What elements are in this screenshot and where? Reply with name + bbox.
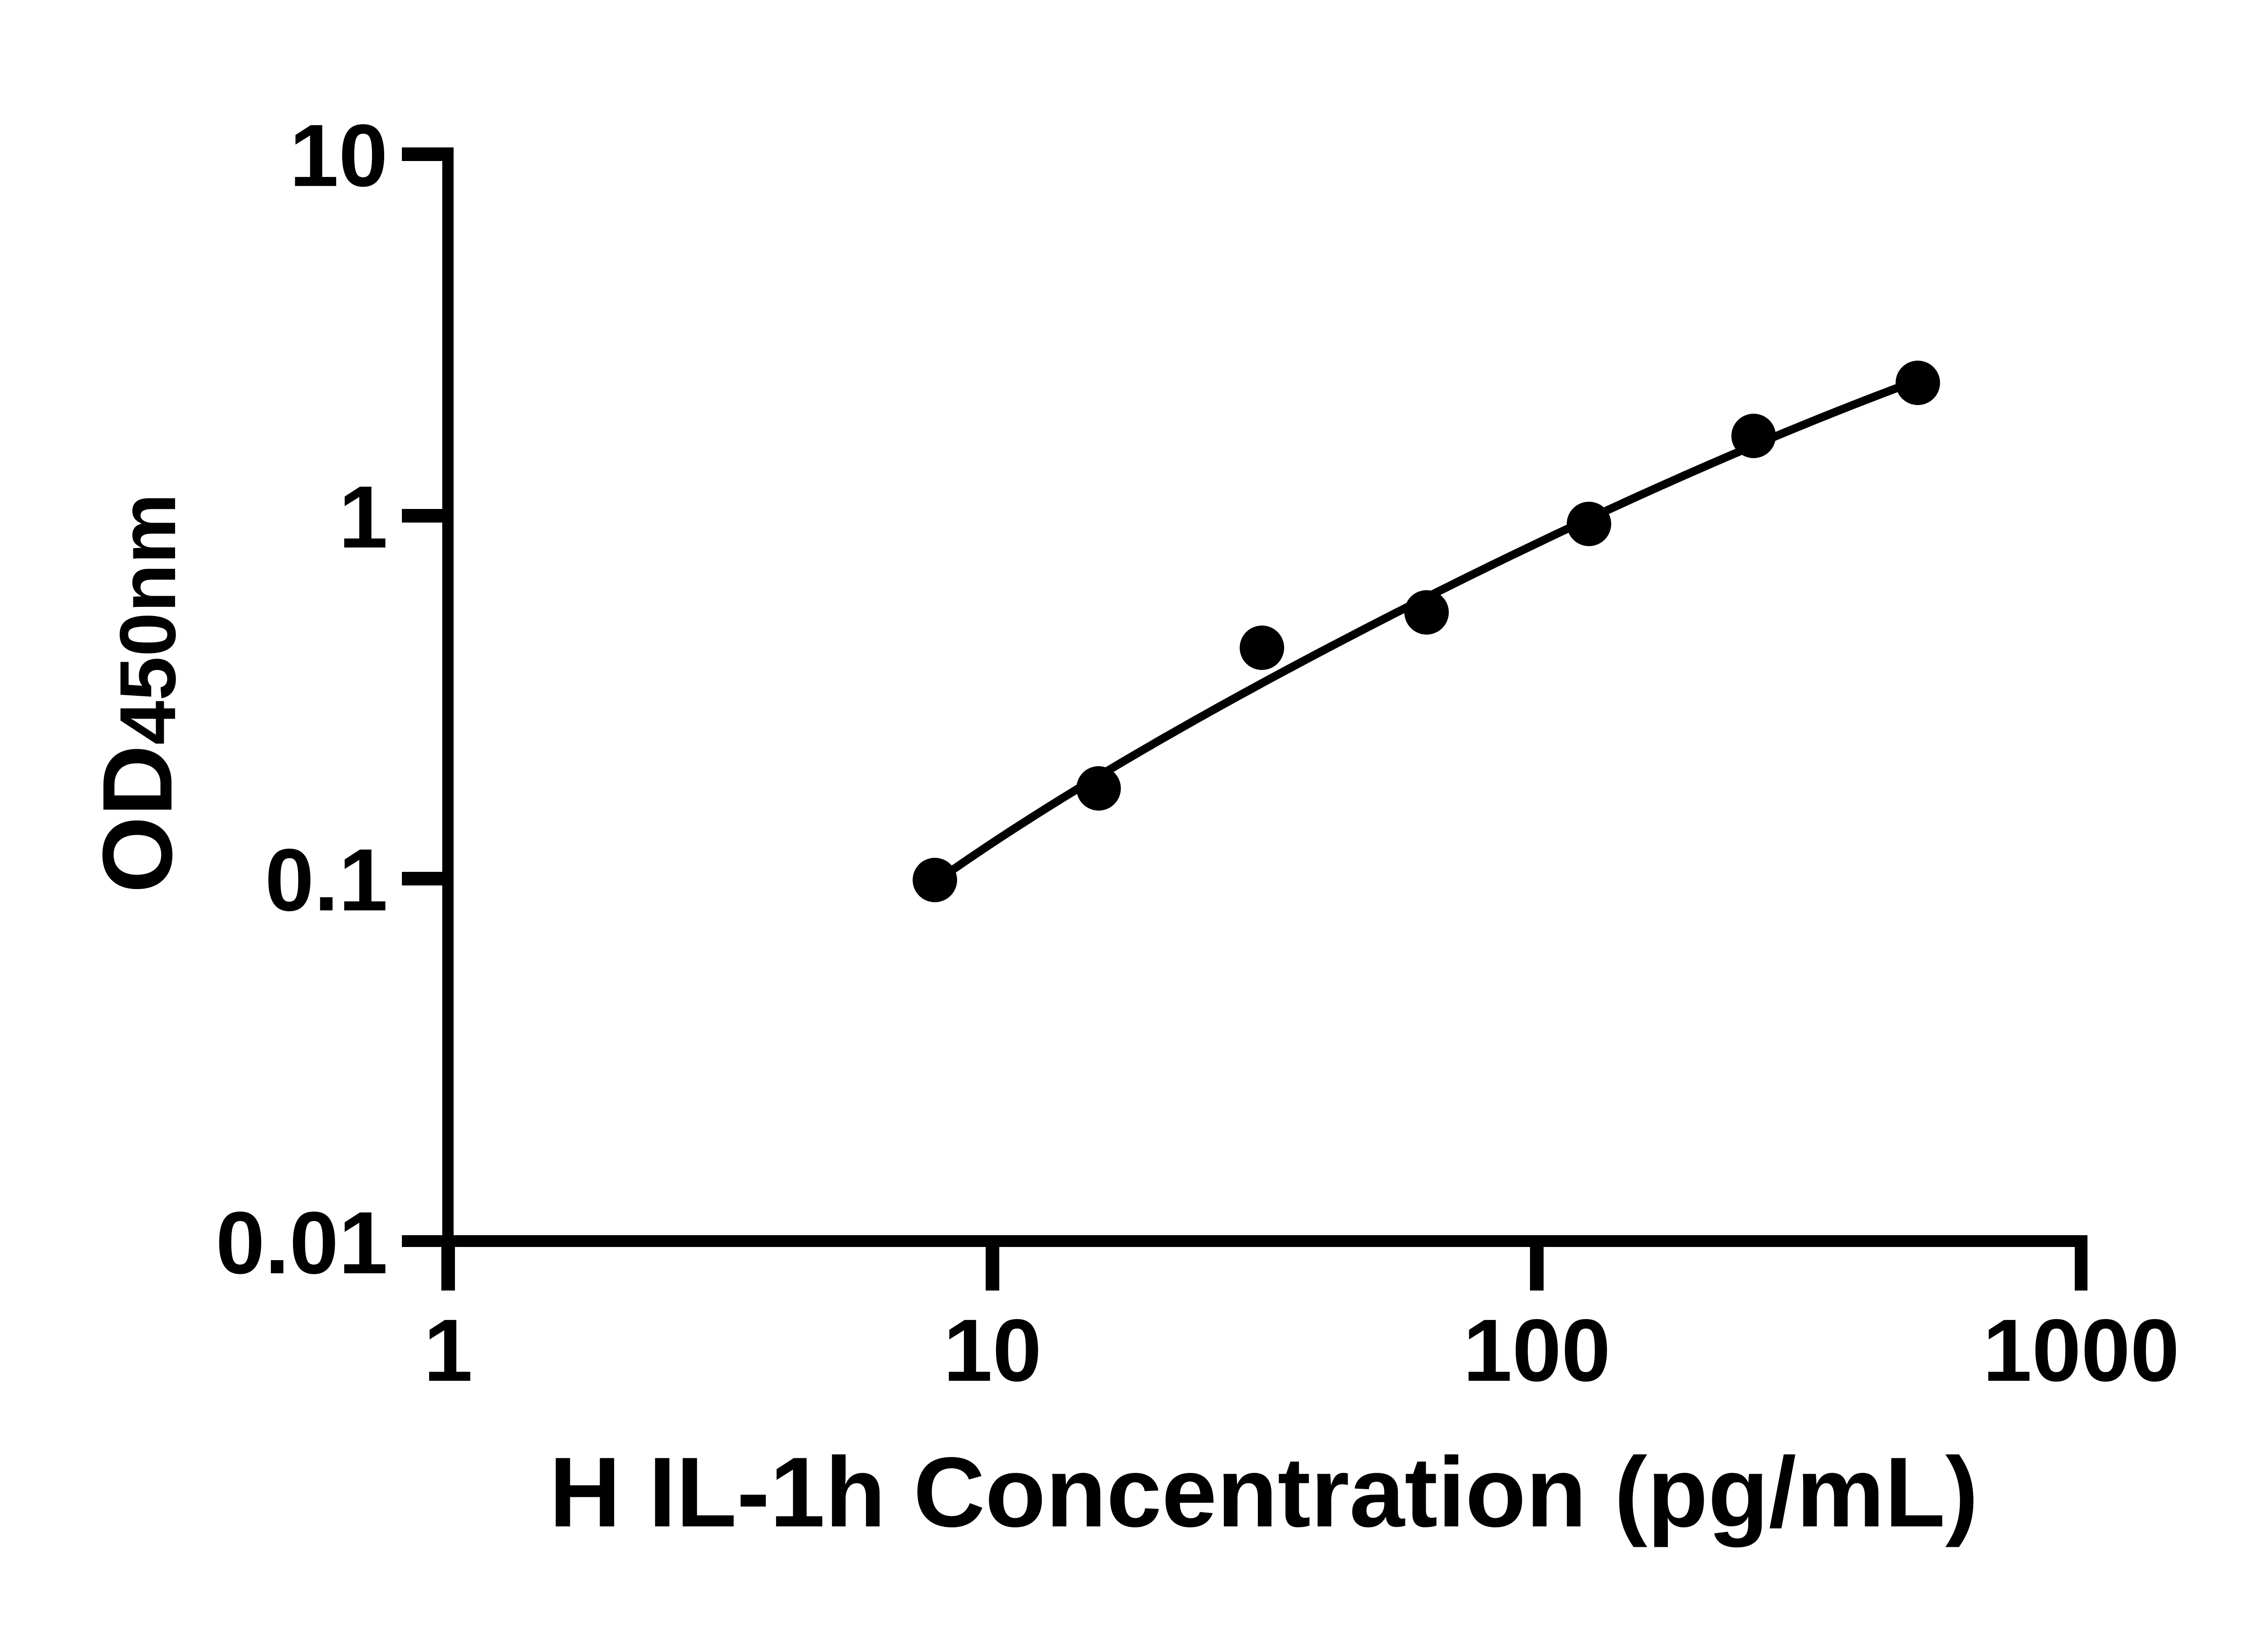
svg-text:10: 10: [943, 1301, 1042, 1400]
svg-text:OD450nm: OD450nm: [83, 494, 193, 893]
svg-text:0.01: 0.01: [215, 1193, 388, 1292]
svg-text:1000: 1000: [1983, 1301, 2180, 1400]
svg-text:H IL-1h Concentration (pg/mL): H IL-1h Concentration (pg/mL): [549, 1437, 1979, 1548]
svg-text:10: 10: [289, 106, 388, 205]
svg-text:1: 1: [424, 1301, 473, 1400]
svg-text:0.1: 0.1: [265, 831, 388, 929]
svg-text:1: 1: [339, 468, 388, 567]
svg-text:100: 100: [1463, 1301, 1610, 1400]
